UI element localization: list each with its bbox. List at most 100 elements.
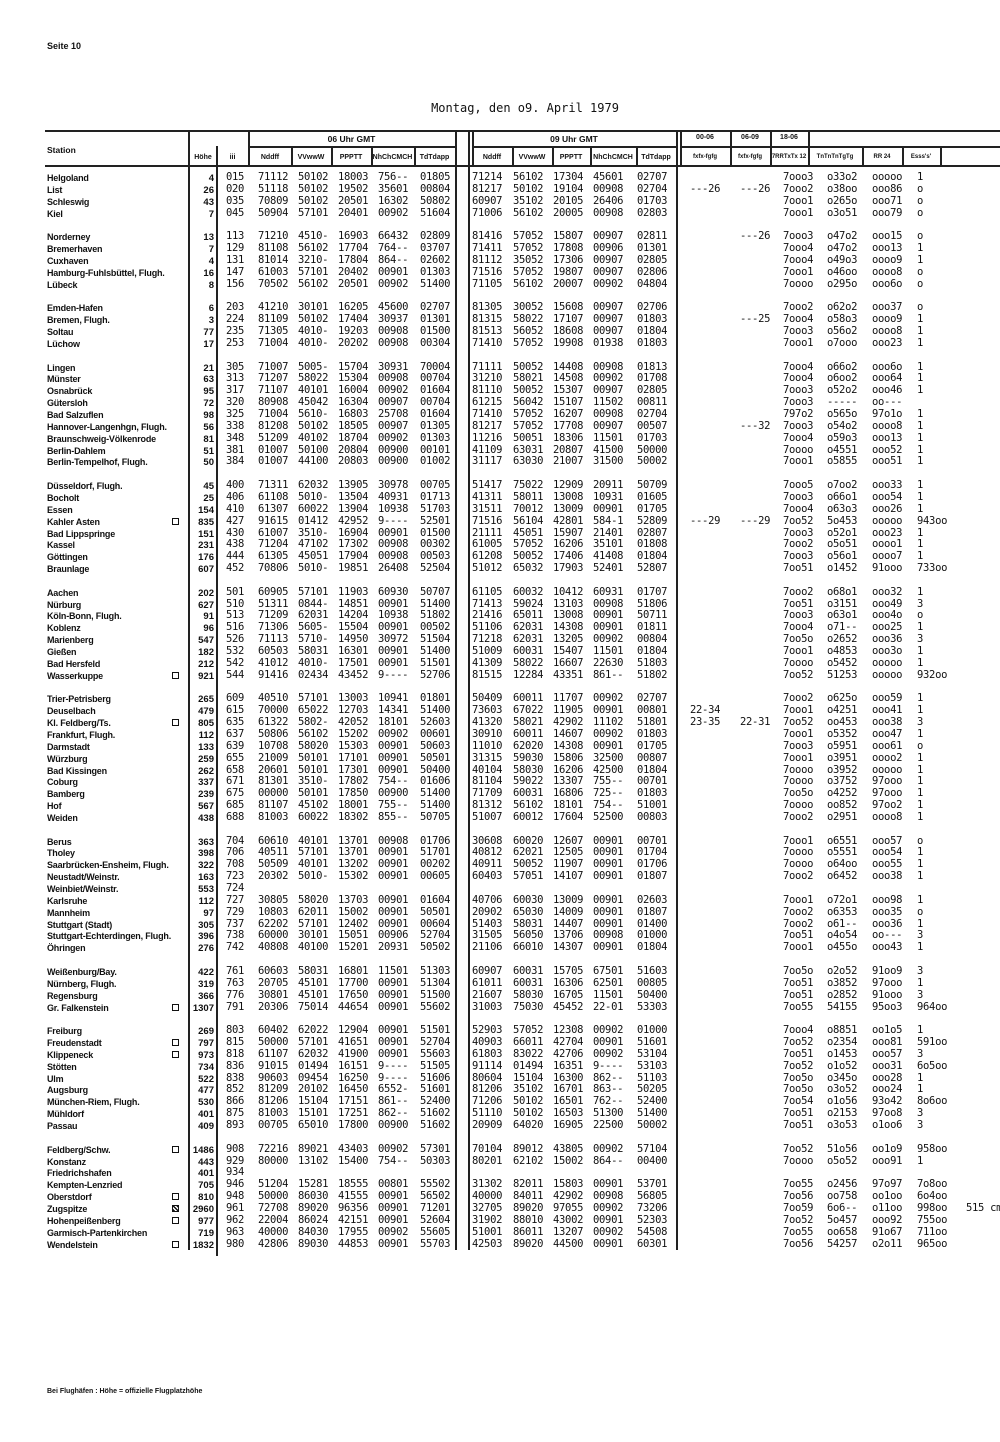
table-row: Wasserkuppe 921 544 91416 02434 43452 9---- 527… [0, 669, 1000, 682]
obs-06-value: 02809 [420, 230, 451, 243]
obs-06-value: 71209 [258, 609, 289, 622]
obs-09-value: 58011 [513, 490, 544, 503]
summary-value: 1 [917, 976, 924, 989]
summary-value: o72o1 [827, 893, 858, 906]
obs-09-value: 02707 [637, 171, 668, 183]
obs-06-value: 3510- [298, 775, 329, 788]
table-row: Marienberg 547 526 71113 5710- 14950 30972 5150… [0, 633, 1000, 647]
station-name: Wendelstein [47, 1239, 98, 1250]
obs-06-value: 16450 [338, 1083, 369, 1096]
summary-value: ---32 [740, 419, 771, 432]
obs-06-value: 40101 [298, 384, 329, 397]
table-row: Tholey 398 706 40511 57101 13701 00901 51701 408… [0, 846, 1000, 859]
obs-06-value: 50102 [298, 419, 329, 432]
obs-06-value: 13904 [338, 502, 369, 515]
summary-value: 7oo51 [783, 1047, 814, 1060]
obs-09-value: 50102 [513, 1095, 544, 1108]
obs-09-value: 51601 [637, 1036, 668, 1049]
obs-09-value: 15307 [553, 384, 584, 397]
summary-value: o47o2 [827, 230, 858, 243]
obs-09-value: 00907 [593, 265, 624, 278]
obs-09-value: 57104 [637, 1142, 668, 1155]
obs-09-value: 10931 [593, 490, 624, 503]
obs-09-value: 75030 [513, 1000, 544, 1013]
summary-value: o1oo6 [872, 1119, 903, 1131]
station-name: Bad Hersfeld [47, 658, 101, 669]
station-id: 147 [226, 265, 245, 278]
obs-06-value: 4010- [298, 656, 329, 669]
summary-value: 7oo5o [783, 787, 814, 800]
summary-value: o5352 [827, 727, 858, 740]
obs-06-value: 17251 [338, 1107, 369, 1120]
obs-09-value: 35102 [513, 1083, 544, 1096]
table-row: Berus 363 704 60610 40101 13701 00908 01706 3060… [0, 834, 1000, 848]
table-row: Bad Salzuflen 98 325 71004 5610- 16803 25708 01… [0, 408, 1000, 421]
obs-06-value: 62022 [298, 1024, 329, 1037]
obs-06-value: 62031 [298, 609, 329, 622]
obs-06-value: 89021 [298, 1142, 329, 1155]
obs-09-value: 00901 [593, 834, 624, 847]
obs-06-value: 61305 [258, 550, 289, 563]
table-row: Wendelstein 1832 980 42806 89030 44853 00901 55… [0, 1237, 1000, 1251]
summary-value: 7ooo1 [783, 206, 814, 219]
summary-value: 6o6-- [827, 1201, 858, 1214]
summary-value: 7ooo1 [783, 265, 814, 278]
summary-value: 755oo [917, 1213, 948, 1226]
station-name: Kempten-Lenzried [47, 1180, 123, 1191]
obs-06-value: 19203 [338, 325, 369, 338]
summary-value: ooooo [872, 656, 903, 669]
obs-06-value: 56102 [298, 727, 329, 740]
station-name: Hannover-Langenhgn, Flugh. [47, 421, 167, 432]
obs-09-value: 30910 [472, 727, 503, 740]
obs-09-value: 71214 [472, 171, 503, 183]
obs-06-value: 51400 [420, 704, 451, 717]
obs-06-value: 00901 [378, 1237, 409, 1250]
obs-09-value: 61208 [472, 550, 503, 563]
obs-06-value: 00902 [378, 1225, 409, 1238]
table-row: Hof 567 685 81107 45102 18001 755-- 51400 81312 5… [0, 799, 1000, 812]
summary-value: 1 [917, 727, 924, 740]
mountain-station-box-icon [172, 1145, 179, 1153]
summary-value: ooo23 [872, 336, 903, 349]
divider [468, 130, 470, 1250]
station-id: 513 [226, 609, 245, 622]
obs-06-value: 01305 [420, 419, 451, 432]
summary-value: o2852 [827, 988, 858, 1001]
obs-09-value: 42801 [553, 514, 584, 527]
summary-value: 7ooo1 [783, 834, 814, 847]
summary-value: 1 [917, 419, 924, 432]
station-id: 444 [226, 550, 245, 563]
summary-value: 7oo59 [783, 1201, 814, 1214]
obs-06-value: 60402 [258, 1024, 289, 1037]
table-row: Mannheim 97 729 10803 62011 15002 00901 50501 20… [0, 906, 1000, 919]
station-height: 1307 [192, 1002, 214, 1014]
obs-09-value: 15803 [553, 1178, 584, 1191]
obs-06-value: 50707 [420, 585, 451, 598]
col-header: TdTdapp [641, 154, 671, 161]
station-id: 815 [226, 1036, 245, 1049]
obs-09-value: 17107 [553, 313, 584, 326]
obs-06-value: 12904 [338, 1024, 369, 1037]
station-height: 547 [198, 635, 214, 647]
summary-value: 7ooo1 [783, 727, 814, 740]
obs-06-value: 10708 [258, 739, 289, 752]
obs-09-value: 00908 [593, 1190, 624, 1203]
summary-value: 1 [917, 810, 924, 823]
station-name: Bremerhaven [47, 244, 103, 255]
summary-value: 1 [917, 455, 924, 468]
obs-09-value: 82011 [513, 1178, 544, 1191]
obs-06-value: 5605- [298, 621, 329, 634]
station-name: München-Riem, Flugh. [47, 1097, 140, 1108]
table-row: Regensburg 366 776 30801 45101 17650 00901 5150… [0, 988, 1000, 1002]
summary-value: ooo38 [872, 716, 903, 729]
obs-06-value: 18555 [338, 1178, 369, 1191]
obs-09-value: 53701 [637, 1178, 668, 1191]
obs-06-value: 01002 [420, 455, 451, 468]
obs-09-value: 00901 [593, 1178, 624, 1191]
station-id: 438 [226, 538, 245, 551]
obs-09-value: 755-- [593, 775, 624, 788]
obs-09-value: 15407 [553, 645, 584, 657]
obs-09-value: 61803 [472, 1047, 503, 1060]
obs-06-value: 00907 [378, 419, 409, 432]
obs-06-value: 15400 [338, 1154, 369, 1167]
